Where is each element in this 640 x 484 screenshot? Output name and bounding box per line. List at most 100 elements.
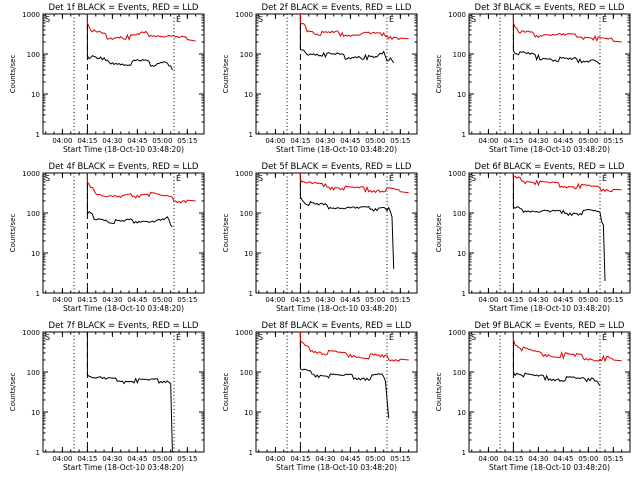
x-tick-label: 04:30 bbox=[315, 296, 335, 304]
y-tick-label: 10 bbox=[31, 91, 40, 99]
x-axis-label: Start Time (18-Oct-10 03:48:20) bbox=[276, 304, 397, 313]
y-tick-label: 1000 bbox=[235, 11, 253, 19]
y-axis-label: Counts/sec bbox=[9, 214, 17, 253]
x-tick-label: 05:15 bbox=[177, 455, 197, 463]
y-tick-label: 1000 bbox=[448, 329, 466, 337]
x-tick-label: 04:00 bbox=[265, 296, 285, 304]
x-tick-label: 04:15 bbox=[290, 296, 310, 304]
x-tick-label: 05:00 bbox=[152, 455, 172, 463]
chart-panel: Det 1f BLACK = Events, RED = LLD 1 10 100 10… bbox=[9, 3, 205, 154]
x-tick-label: 05:15 bbox=[177, 137, 197, 145]
events-series-line bbox=[299, 173, 395, 269]
y-tick-label: 1000 bbox=[448, 11, 466, 19]
x-tick-label: 04:15 bbox=[77, 455, 97, 463]
y-tick-label: 1 bbox=[249, 290, 253, 298]
events-series-line bbox=[86, 14, 173, 71]
x-tick-label: 05:15 bbox=[177, 296, 197, 304]
lld-series-line bbox=[512, 173, 622, 193]
chart-panel: Det 5f BLACK = Events, RED = LLD 1 10 100 10… bbox=[222, 162, 418, 313]
x-tick-label: 04:30 bbox=[102, 296, 122, 304]
chart-panel: Det 8f BLACK = Events, RED = LLD 1 10 100 10… bbox=[222, 321, 418, 472]
end-marker: E bbox=[389, 333, 394, 342]
lld-series-line bbox=[86, 14, 196, 42]
y-axis-label: Counts/sec bbox=[9, 55, 17, 94]
y-axis-label: Counts/sec bbox=[9, 373, 17, 412]
x-tick-label: 04:30 bbox=[315, 137, 335, 145]
chart-title: Det 7f BLACK = Events, RED = LLD bbox=[49, 321, 199, 331]
x-tick-label: 04:15 bbox=[290, 137, 310, 145]
y-tick-label: 1000 bbox=[22, 170, 40, 178]
x-tick-label: 05:15 bbox=[603, 296, 623, 304]
chart-title: Det 3f BLACK = Events, RED = LLD bbox=[475, 3, 625, 13]
y-tick-label: 100 bbox=[240, 369, 253, 377]
y-axis-label: Counts/sec bbox=[435, 373, 443, 412]
plot-frame bbox=[468, 331, 631, 453]
y-tick-label: 10 bbox=[457, 91, 466, 99]
events-series-line bbox=[512, 14, 601, 65]
start-marker: S bbox=[471, 15, 476, 24]
chart-panel: Det 2f BLACK = Events, RED = LLD 1 10 100 10… bbox=[222, 3, 418, 154]
y-tick-label: 1 bbox=[36, 290, 40, 298]
y-tick-label: 100 bbox=[240, 51, 253, 59]
x-tick-label: 05:15 bbox=[390, 137, 410, 145]
start-marker: S bbox=[471, 333, 476, 342]
x-tick-label: 04:00 bbox=[478, 296, 498, 304]
chart-title: Det 1f BLACK = Events, RED = LLD bbox=[49, 3, 199, 13]
x-tick-label: 04:45 bbox=[127, 296, 147, 304]
y-tick-label: 1 bbox=[36, 449, 40, 457]
x-axis-label: Start Time (18-Oct-10 03:48:20) bbox=[63, 463, 184, 472]
lld-series-line bbox=[512, 332, 622, 363]
x-tick-label: 04:30 bbox=[528, 296, 548, 304]
chart-title: Det 4f BLACK = Events, RED = LLD bbox=[49, 162, 199, 172]
x-tick-label: 05:00 bbox=[365, 137, 385, 145]
start-marker: S bbox=[45, 174, 50, 183]
lld-series-line bbox=[299, 332, 409, 362]
x-tick-label: 04:15 bbox=[503, 296, 523, 304]
end-marker: E bbox=[602, 174, 607, 183]
plot-frame bbox=[255, 172, 418, 294]
x-tick-label: 04:30 bbox=[315, 455, 335, 463]
start-marker: S bbox=[258, 333, 263, 342]
y-tick-label: 100 bbox=[27, 369, 40, 377]
y-axis-label: Counts/sec bbox=[222, 55, 230, 94]
y-tick-label: 1000 bbox=[235, 329, 253, 337]
chart-panel: Det 9f BLACK = Events, RED = LLD 1 10 100 10… bbox=[435, 321, 631, 472]
y-tick-label: 10 bbox=[244, 409, 253, 417]
x-tick-label: 04:45 bbox=[340, 137, 360, 145]
lld-series-line bbox=[86, 173, 196, 204]
x-tick-label: 04:15 bbox=[77, 137, 97, 145]
chart-title: Det 8f BLACK = Events, RED = LLD bbox=[262, 321, 412, 331]
plot-frame bbox=[42, 13, 205, 135]
x-axis-label: Start Time (18-Oct-10 03:48:20) bbox=[489, 463, 610, 472]
start-marker: S bbox=[258, 174, 263, 183]
y-tick-label: 10 bbox=[31, 250, 40, 258]
x-tick-label: 04:15 bbox=[503, 455, 523, 463]
x-axis-label: Start Time (18-Oct-10 03:48:20) bbox=[489, 145, 610, 154]
y-tick-label: 10 bbox=[244, 91, 253, 99]
x-tick-label: 05:00 bbox=[578, 296, 598, 304]
events-series-line bbox=[299, 14, 395, 64]
end-marker: E bbox=[389, 174, 394, 183]
y-tick-label: 10 bbox=[244, 250, 253, 258]
x-tick-label: 05:15 bbox=[603, 137, 623, 145]
x-tick-label: 04:15 bbox=[77, 296, 97, 304]
x-tick-label: 05:15 bbox=[603, 455, 623, 463]
x-tick-label: 04:00 bbox=[52, 296, 72, 304]
plot-frame bbox=[255, 13, 418, 135]
plot-frame bbox=[42, 331, 205, 453]
x-tick-label: 04:45 bbox=[340, 296, 360, 304]
x-tick-label: 05:00 bbox=[578, 455, 598, 463]
x-axis-label: Start Time (18-Oct-10 03:48:20) bbox=[276, 145, 397, 154]
lld-series-line bbox=[512, 14, 622, 43]
x-tick-label: 04:00 bbox=[478, 137, 498, 145]
end-marker: E bbox=[602, 15, 607, 24]
events-series-line bbox=[86, 173, 173, 228]
x-tick-label: 05:00 bbox=[365, 296, 385, 304]
y-tick-label: 10 bbox=[457, 409, 466, 417]
y-tick-label: 100 bbox=[240, 210, 253, 218]
x-axis-label: Start Time (18-Oct-10 03:48:20) bbox=[63, 145, 184, 154]
end-marker: E bbox=[176, 174, 181, 183]
chart-title: Det 2f BLACK = Events, RED = LLD bbox=[262, 3, 412, 13]
x-axis-label: Start Time (18-Oct-10 03:48:20) bbox=[63, 304, 184, 313]
